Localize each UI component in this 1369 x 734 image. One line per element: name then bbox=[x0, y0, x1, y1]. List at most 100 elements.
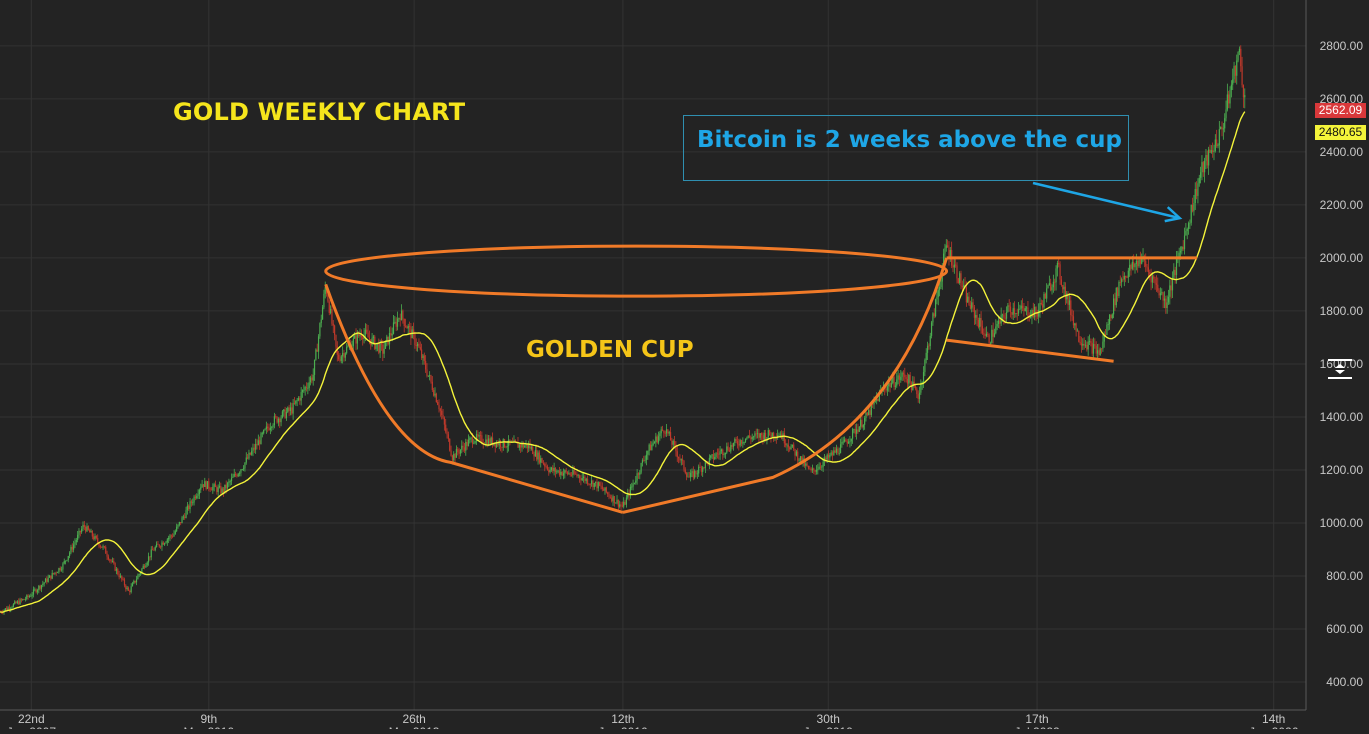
candle bbox=[1034, 303, 1036, 321]
candle bbox=[1021, 298, 1024, 312]
candle-body bbox=[280, 417, 282, 423]
candle bbox=[834, 447, 836, 454]
candle bbox=[438, 399, 440, 413]
candle-body bbox=[161, 542, 163, 547]
candle-body bbox=[675, 444, 677, 452]
candle-body bbox=[48, 575, 51, 578]
callout-arrow-head bbox=[1164, 206, 1183, 223]
candle-body bbox=[939, 286, 941, 291]
candle bbox=[190, 499, 192, 507]
candle-body bbox=[131, 583, 134, 587]
candle-body bbox=[560, 471, 562, 475]
candle bbox=[636, 469, 638, 485]
candle bbox=[1163, 291, 1166, 309]
candle-body bbox=[1086, 344, 1088, 350]
candle bbox=[1099, 347, 1101, 356]
candle-body bbox=[690, 472, 692, 478]
candle-body bbox=[989, 342, 992, 344]
candle-body bbox=[427, 375, 429, 377]
candle bbox=[188, 504, 190, 511]
candle-body bbox=[332, 323, 334, 326]
candle-body bbox=[156, 543, 158, 548]
candle bbox=[44, 577, 47, 583]
candle-body bbox=[1244, 95, 1246, 98]
candle bbox=[833, 446, 835, 456]
candle-body bbox=[508, 439, 510, 447]
candle-body bbox=[343, 352, 345, 358]
candle bbox=[1126, 275, 1128, 279]
candle bbox=[1032, 302, 1034, 319]
candle bbox=[359, 328, 361, 341]
candle bbox=[425, 355, 427, 373]
candle-body bbox=[251, 451, 253, 455]
candle-body bbox=[916, 388, 918, 395]
candle bbox=[746, 436, 748, 441]
candle-body bbox=[649, 444, 652, 451]
candle bbox=[1197, 178, 1199, 204]
candle-body bbox=[636, 473, 638, 481]
candle bbox=[34, 587, 36, 592]
candle-body bbox=[275, 416, 277, 418]
candle bbox=[726, 442, 728, 455]
candle-body bbox=[430, 375, 432, 382]
candle-body bbox=[138, 573, 140, 576]
candle bbox=[1050, 278, 1052, 292]
candle-body bbox=[641, 460, 644, 463]
candle-body bbox=[546, 466, 549, 470]
candle-body bbox=[85, 526, 87, 532]
candle-body bbox=[185, 510, 187, 518]
candle-body bbox=[213, 484, 215, 487]
candle bbox=[340, 354, 342, 364]
candle-body bbox=[625, 497, 627, 505]
candle bbox=[180, 522, 182, 526]
candle-body bbox=[671, 440, 673, 445]
candle-body bbox=[537, 452, 539, 460]
candle bbox=[742, 437, 744, 448]
candle-body bbox=[581, 478, 583, 481]
candle bbox=[505, 445, 507, 449]
candle bbox=[1158, 288, 1160, 299]
candle bbox=[1104, 328, 1107, 337]
candle bbox=[1226, 83, 1228, 112]
y-tick-label: 600.00 bbox=[1326, 622, 1363, 636]
candle bbox=[362, 335, 364, 346]
candle-body bbox=[1064, 286, 1067, 300]
candle-body bbox=[656, 436, 658, 443]
candle bbox=[31, 592, 33, 599]
candle-body bbox=[874, 400, 876, 402]
candle bbox=[553, 462, 555, 476]
candle-body bbox=[1068, 300, 1071, 305]
candle bbox=[197, 489, 199, 499]
candle-body bbox=[166, 539, 168, 543]
candle-body bbox=[487, 438, 490, 446]
candle-body bbox=[406, 326, 408, 329]
candle bbox=[22, 598, 24, 601]
candle bbox=[366, 323, 368, 335]
candle bbox=[1007, 302, 1009, 313]
candle-body bbox=[362, 337, 364, 339]
candle bbox=[315, 348, 317, 361]
candle-body bbox=[892, 376, 894, 383]
candle-body bbox=[1150, 274, 1152, 283]
candle-body bbox=[1146, 266, 1148, 268]
candle bbox=[711, 453, 713, 460]
candle-body bbox=[244, 462, 246, 469]
candle-body bbox=[394, 321, 396, 323]
candle bbox=[123, 577, 126, 588]
candle-body bbox=[1153, 276, 1155, 279]
candle-body bbox=[588, 483, 590, 485]
candle-body bbox=[240, 469, 242, 473]
candle bbox=[755, 428, 757, 439]
candle bbox=[877, 398, 879, 402]
candle-body bbox=[635, 480, 637, 483]
y-tick-label: 1000.00 bbox=[1320, 516, 1364, 530]
candle bbox=[268, 423, 270, 432]
candle-body bbox=[553, 467, 555, 472]
price-scale-drag-icon[interactable] bbox=[1328, 359, 1352, 379]
candle-body bbox=[415, 344, 417, 346]
candle-body bbox=[985, 333, 988, 337]
candle-body bbox=[34, 589, 36, 591]
candle bbox=[222, 486, 225, 497]
